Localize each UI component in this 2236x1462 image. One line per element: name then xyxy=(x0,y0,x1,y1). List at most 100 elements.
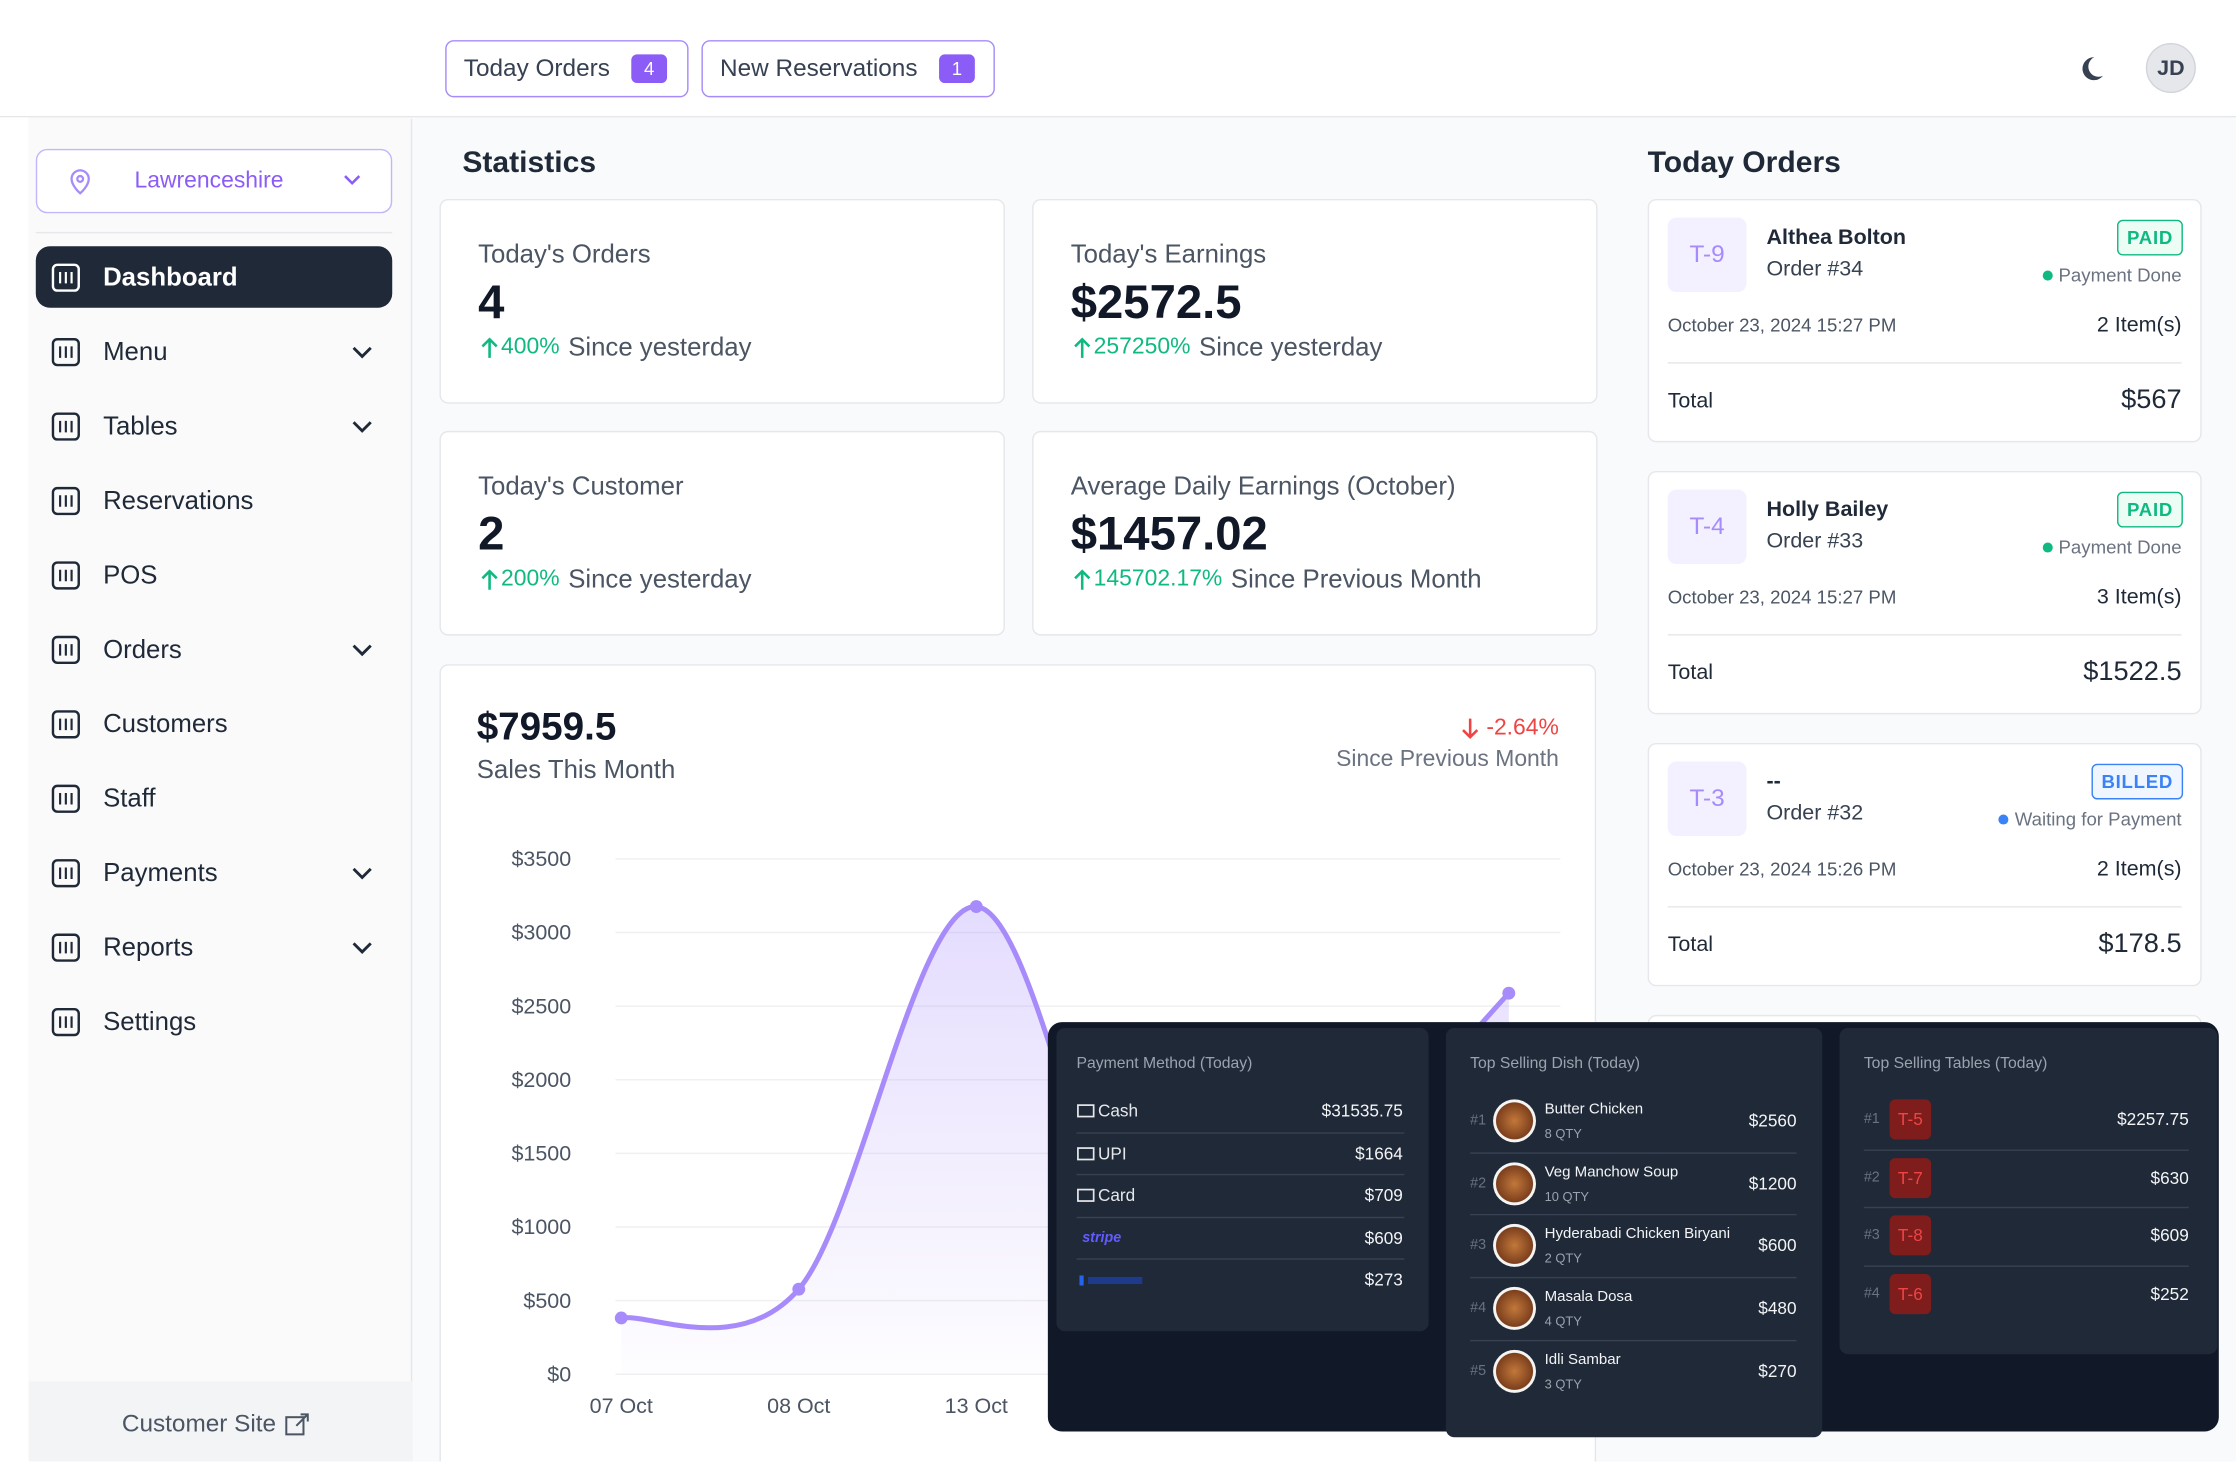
nav-item[interactable]: Reports xyxy=(103,932,194,962)
divider xyxy=(1863,1207,2189,1209)
tab-label: New Reservations xyxy=(720,54,918,82)
nav-item[interactable]: Staff xyxy=(103,783,156,813)
nav-item[interactable]: Payments xyxy=(103,858,218,887)
section-title: Statistics xyxy=(462,146,597,179)
dish-image xyxy=(1493,1099,1536,1143)
sales-note: Since Previous Month xyxy=(1336,747,1559,772)
customer-name: -- xyxy=(1766,769,1781,794)
nav-item[interactable]: Dashboard xyxy=(103,262,238,292)
item-count: 2 Item(s) xyxy=(2096,856,2182,882)
divider xyxy=(1863,1149,2189,1151)
panel-title: Top Selling Tables (Today) xyxy=(1863,1055,2048,1073)
table-badge xyxy=(1889,1215,1932,1256)
table-number: T-8 xyxy=(1897,1225,1923,1246)
payment-method: stripe xyxy=(1082,1229,1122,1246)
rank: #3 xyxy=(1470,1238,1487,1254)
dish-amount: $270 xyxy=(1758,1361,1797,1382)
section-title: Today Orders xyxy=(1647,146,1841,179)
x-tick-label: 13 Oct xyxy=(945,1394,1008,1418)
stat-note: Since yesterday xyxy=(1199,332,1383,362)
customer-site-link[interactable]: Customer Site xyxy=(121,1410,277,1438)
item-count: 2 Item(s) xyxy=(2096,312,2182,338)
stat-change: 257250% xyxy=(1093,334,1191,360)
table-badge xyxy=(1667,761,1747,836)
payment-amount: $1664 xyxy=(1355,1143,1403,1164)
dish-name: Veg Manchow Soup xyxy=(1544,1163,1679,1181)
sales-change: -2.64% xyxy=(1486,715,1559,741)
nav-item[interactable]: Menu xyxy=(103,337,168,366)
dish-amount: $2560 xyxy=(1748,1110,1797,1131)
nav-item[interactable]: Settings xyxy=(103,1007,197,1036)
dish-image xyxy=(1493,1224,1536,1268)
nav-item[interactable]: POS xyxy=(103,560,158,590)
divider xyxy=(1667,906,2182,908)
divider xyxy=(1667,362,2182,364)
table-number: T-6 xyxy=(1897,1284,1923,1305)
nav-item[interactable]: Orders xyxy=(103,634,182,664)
external-icon xyxy=(285,1413,309,1436)
y-tick-label: $2000 xyxy=(511,1068,571,1092)
chevron xyxy=(352,867,372,880)
y-tick-label: $3500 xyxy=(511,847,571,871)
stat-note: Since Previous Month xyxy=(1230,564,1482,594)
dish-amount: $480 xyxy=(1758,1298,1797,1319)
order-total: $178.5 xyxy=(2098,929,2182,960)
order-number: Order #34 xyxy=(1766,256,1864,282)
order-date: October 23, 2024 15:27 PM xyxy=(1667,314,1897,336)
data-point xyxy=(1502,986,1516,1000)
nav-icon xyxy=(51,1007,80,1037)
divider xyxy=(1667,634,2182,636)
order-total: $567 xyxy=(2121,385,2182,416)
chevron xyxy=(352,421,372,433)
table-amount: $630 xyxy=(2150,1167,2189,1188)
table-number: T-5 xyxy=(1897,1109,1923,1130)
table-amount: $252 xyxy=(2150,1284,2189,1305)
order-total: $1522.5 xyxy=(2083,657,2182,688)
panel-title: Top Selling Dish (Today) xyxy=(1470,1055,1640,1073)
table-number: T-9 xyxy=(1689,240,1725,268)
status-pill: PAID xyxy=(2117,219,2184,256)
divider xyxy=(1076,1216,1405,1218)
theme-toggle[interactable] xyxy=(2073,52,2107,86)
nav-icon xyxy=(51,561,80,590)
table-number: T-7 xyxy=(1897,1167,1923,1188)
payment-icon xyxy=(1077,1188,1095,1202)
status-note: Payment Done xyxy=(2058,536,2182,558)
active-item-bg[interactable] xyxy=(35,246,393,308)
tab-count: 1 xyxy=(951,57,963,80)
rank: #2 xyxy=(1470,1175,1487,1192)
up-arrow xyxy=(1074,337,1091,358)
table-amount: $609 xyxy=(2150,1225,2189,1246)
divider xyxy=(1470,1151,1797,1154)
payment-amount: $31535.75 xyxy=(1321,1100,1403,1121)
stat-value: 2 xyxy=(478,506,505,560)
chevron xyxy=(352,942,372,954)
nav-item[interactable]: Reservations xyxy=(103,485,254,515)
nav-item[interactable]: Tables xyxy=(103,411,178,441)
location-select[interactable] xyxy=(35,148,393,214)
item-count: 3 Item(s) xyxy=(2096,584,2182,610)
table-badge xyxy=(1667,489,1747,565)
order-number: Order #33 xyxy=(1766,528,1864,554)
divider xyxy=(1470,1339,1797,1342)
dish-amount: $600 xyxy=(1758,1235,1797,1256)
payment-method: Cash xyxy=(1097,1100,1139,1121)
table-amount: $2257.75 xyxy=(2117,1109,2189,1130)
rank: #5 xyxy=(1470,1363,1487,1379)
panel-title: Payment Method (Today) xyxy=(1076,1055,1253,1073)
avatar[interactable] xyxy=(2145,42,2196,94)
status-pill: PAID xyxy=(2117,491,2184,528)
data-point xyxy=(614,1311,628,1325)
data-point xyxy=(969,900,983,914)
customer-name: Holly Bailey xyxy=(1766,497,1889,522)
customer-name: Althea Bolton xyxy=(1766,225,1907,250)
sidebar-footer xyxy=(28,1381,413,1462)
dish-name: Masala Dosa xyxy=(1544,1288,1633,1306)
rank: #3 xyxy=(1863,1228,1880,1244)
nav-item[interactable]: Customers xyxy=(103,709,228,738)
top-bar xyxy=(0,0,2236,118)
stat-change: 145702.17% xyxy=(1093,566,1223,592)
dish-qty: 4 QTY xyxy=(1544,1314,1582,1329)
stat-label: Today's Orders xyxy=(478,239,651,269)
